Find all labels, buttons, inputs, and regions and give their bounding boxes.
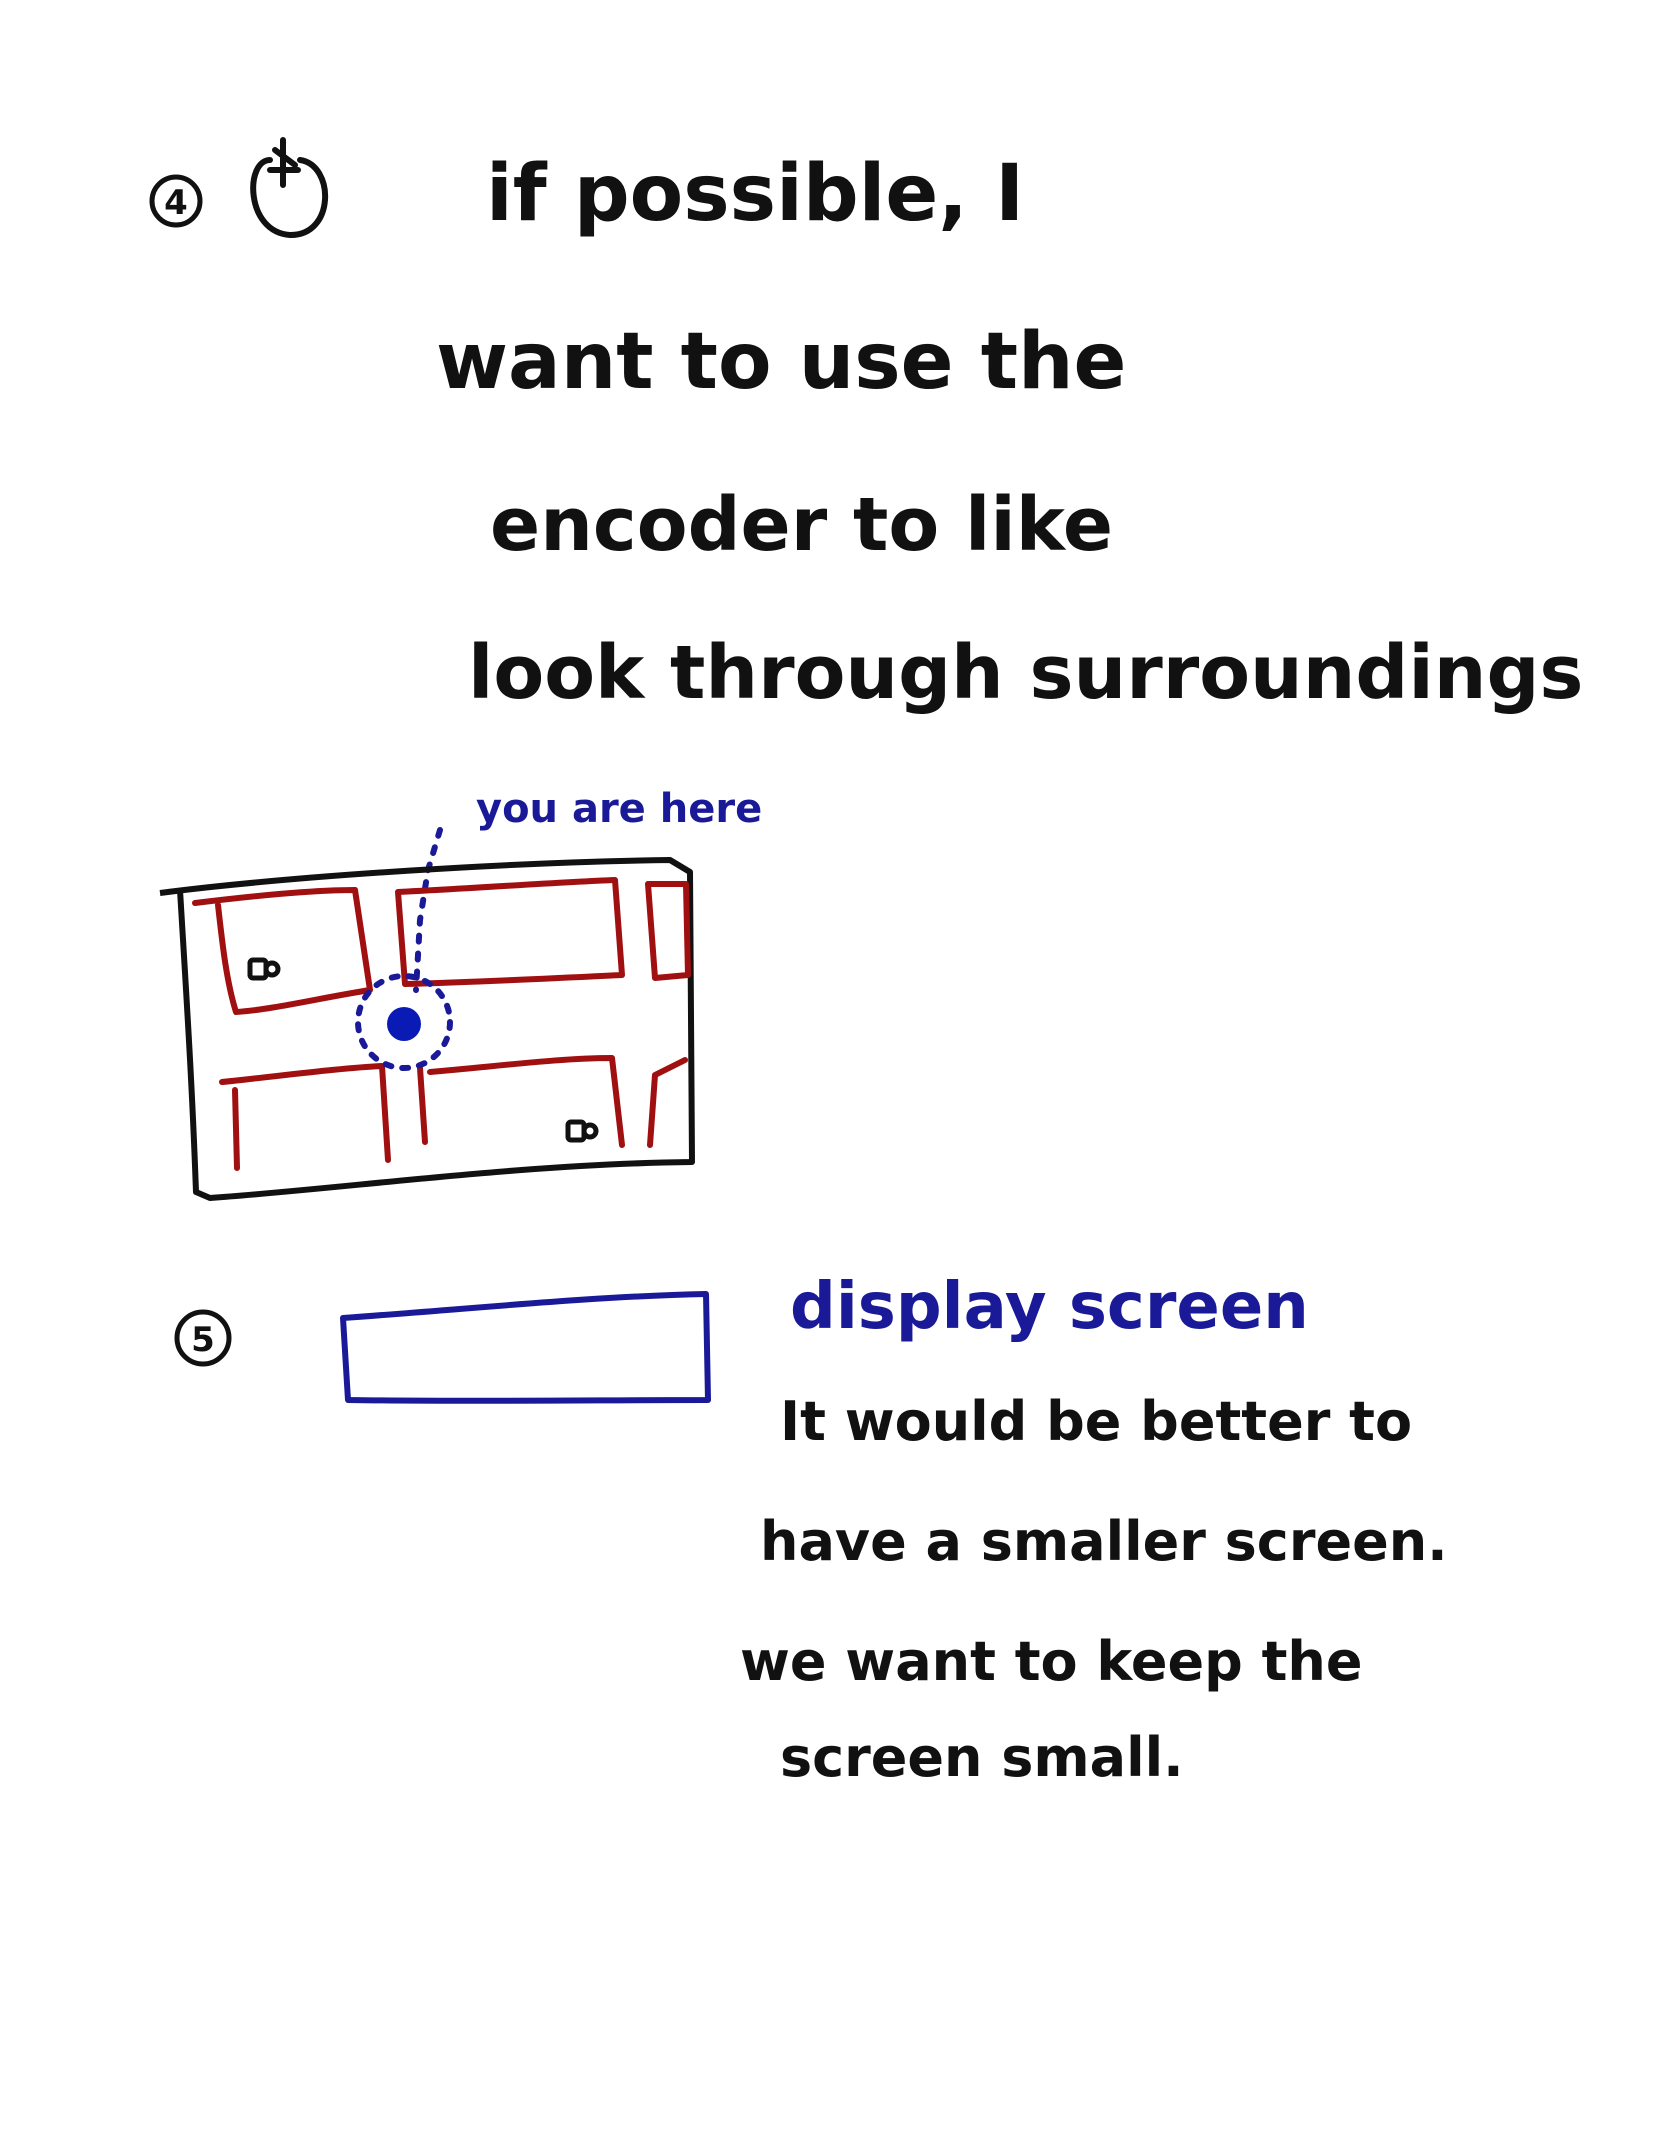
number-circle-5 xyxy=(174,1309,232,1367)
number-5: 5 xyxy=(191,1320,215,1360)
map-sketch: you are here xyxy=(159,786,762,1201)
block-top-right xyxy=(645,881,691,981)
display-screen-label: display screen xyxy=(790,1270,1309,1344)
location-ring xyxy=(355,973,453,1071)
you-are-here-leader xyxy=(413,827,443,993)
location-dot xyxy=(387,1007,421,1041)
block-top-left xyxy=(192,887,373,1015)
note-5-line-4: screen small. xyxy=(780,1726,1184,1789)
number-circle-4 xyxy=(149,174,203,228)
block-bottom-left xyxy=(219,1063,391,1171)
block-top-middle xyxy=(395,877,625,987)
note-4-line-1: if possible, I xyxy=(486,149,1024,239)
map-frame xyxy=(159,857,695,1201)
map-blocks xyxy=(192,877,691,1171)
note-5: 5 display screen It would be better to h… xyxy=(174,1270,1448,1789)
note-4-line-4: look through surroundings xyxy=(468,630,1583,716)
cup-icon xyxy=(247,957,281,981)
you-are-here-label: you are here xyxy=(476,786,762,832)
cup-icon xyxy=(565,1119,599,1143)
note-4: 4 if possible, I want to use the encoder… xyxy=(149,137,1583,716)
display-screen-rect xyxy=(340,1291,711,1404)
note-5-line-3: we want to keep the xyxy=(740,1630,1362,1693)
number-4: 4 xyxy=(164,183,188,223)
note-5-line-2: have a smaller screen. xyxy=(760,1510,1448,1573)
note-4-line-3: encoder to like xyxy=(490,482,1113,568)
block-bottom-right xyxy=(647,1057,688,1148)
knob-sketch-icon xyxy=(250,137,329,239)
block-bottom-middle xyxy=(417,1055,625,1148)
note-4-line-2: want to use the xyxy=(436,317,1126,407)
note-5-line-1: It would be better to xyxy=(780,1390,1412,1453)
